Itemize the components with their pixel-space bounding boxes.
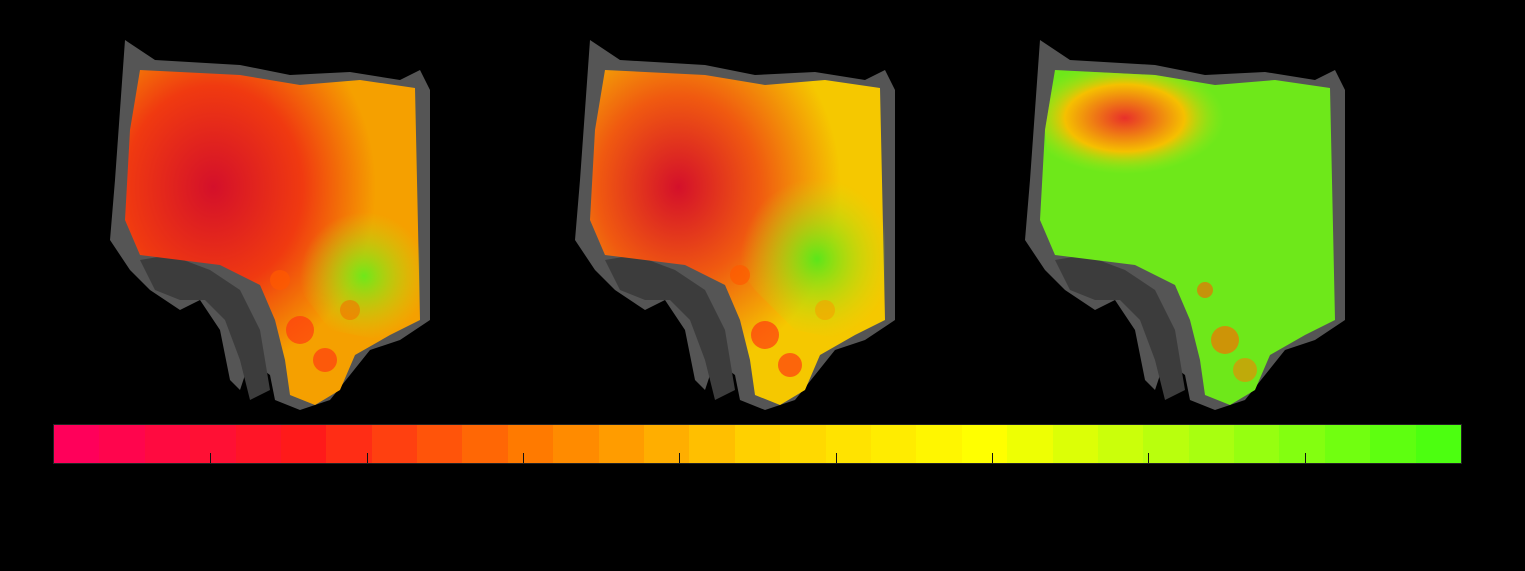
shell-lower-fold (605, 255, 735, 400)
colorbar-segment (280, 425, 327, 463)
colorbar-segment (1279, 425, 1326, 463)
colorbar-segment (417, 425, 464, 463)
colorbar-segment (1370, 425, 1417, 463)
green-region (715, 160, 885, 340)
colorbar-segment (507, 425, 554, 463)
colorbar-tick (1304, 453, 1306, 463)
hot-region (1045, 70, 1330, 230)
heatmap-panel-1 (100, 30, 480, 410)
colorbar-segment (916, 425, 963, 463)
colorbar-tick (366, 453, 368, 463)
colorbar-tick (1148, 453, 1150, 463)
shell-lower-fold (1055, 255, 1185, 400)
colorbar-segment (235, 425, 282, 463)
colorbar-segment (1143, 425, 1190, 463)
colorbar-segment (326, 425, 373, 463)
surface-heatmap-2 (575, 40, 895, 410)
colorbar-tick (679, 453, 681, 463)
colorbar-segment (1415, 425, 1461, 463)
colorbar-tick (992, 453, 993, 463)
colorbar-segment (825, 425, 872, 463)
colorbar-segment (1234, 425, 1281, 463)
colorbar-tick (210, 453, 212, 463)
colorbar-segment (99, 425, 146, 463)
colorbar-segment (961, 425, 1008, 463)
green-region (260, 180, 420, 340)
colorbar (53, 424, 1462, 464)
colorbar-segment (144, 425, 191, 463)
surface-heatmap-1 (110, 40, 430, 410)
colorbar-tick (523, 453, 524, 463)
shell-lower-fold (140, 255, 270, 400)
colorbar-segment (1052, 425, 1099, 463)
colorbar-segment (1007, 425, 1054, 463)
colorbar-segment (190, 425, 237, 463)
colorbar-segment (1097, 425, 1144, 463)
colorbar-segment (462, 425, 509, 463)
colorbar-segment (1324, 425, 1371, 463)
surface-heatmap-3 (1025, 40, 1345, 410)
colorbar-segment (1188, 425, 1235, 463)
colorbar-segment (371, 425, 418, 463)
colorbar-segment (54, 425, 100, 463)
colorbar-tick (835, 453, 837, 463)
heatmap-panel-2 (565, 30, 945, 410)
colorbar-segment (689, 425, 736, 463)
heatmap-panel-3 (1025, 30, 1405, 410)
colorbar-segment (734, 425, 781, 463)
colorbar-segment (644, 425, 691, 463)
colorbar-segment (553, 425, 600, 463)
colorbar-segment (598, 425, 645, 463)
colorbar-segment (870, 425, 917, 463)
colorbar-segment (780, 425, 827, 463)
